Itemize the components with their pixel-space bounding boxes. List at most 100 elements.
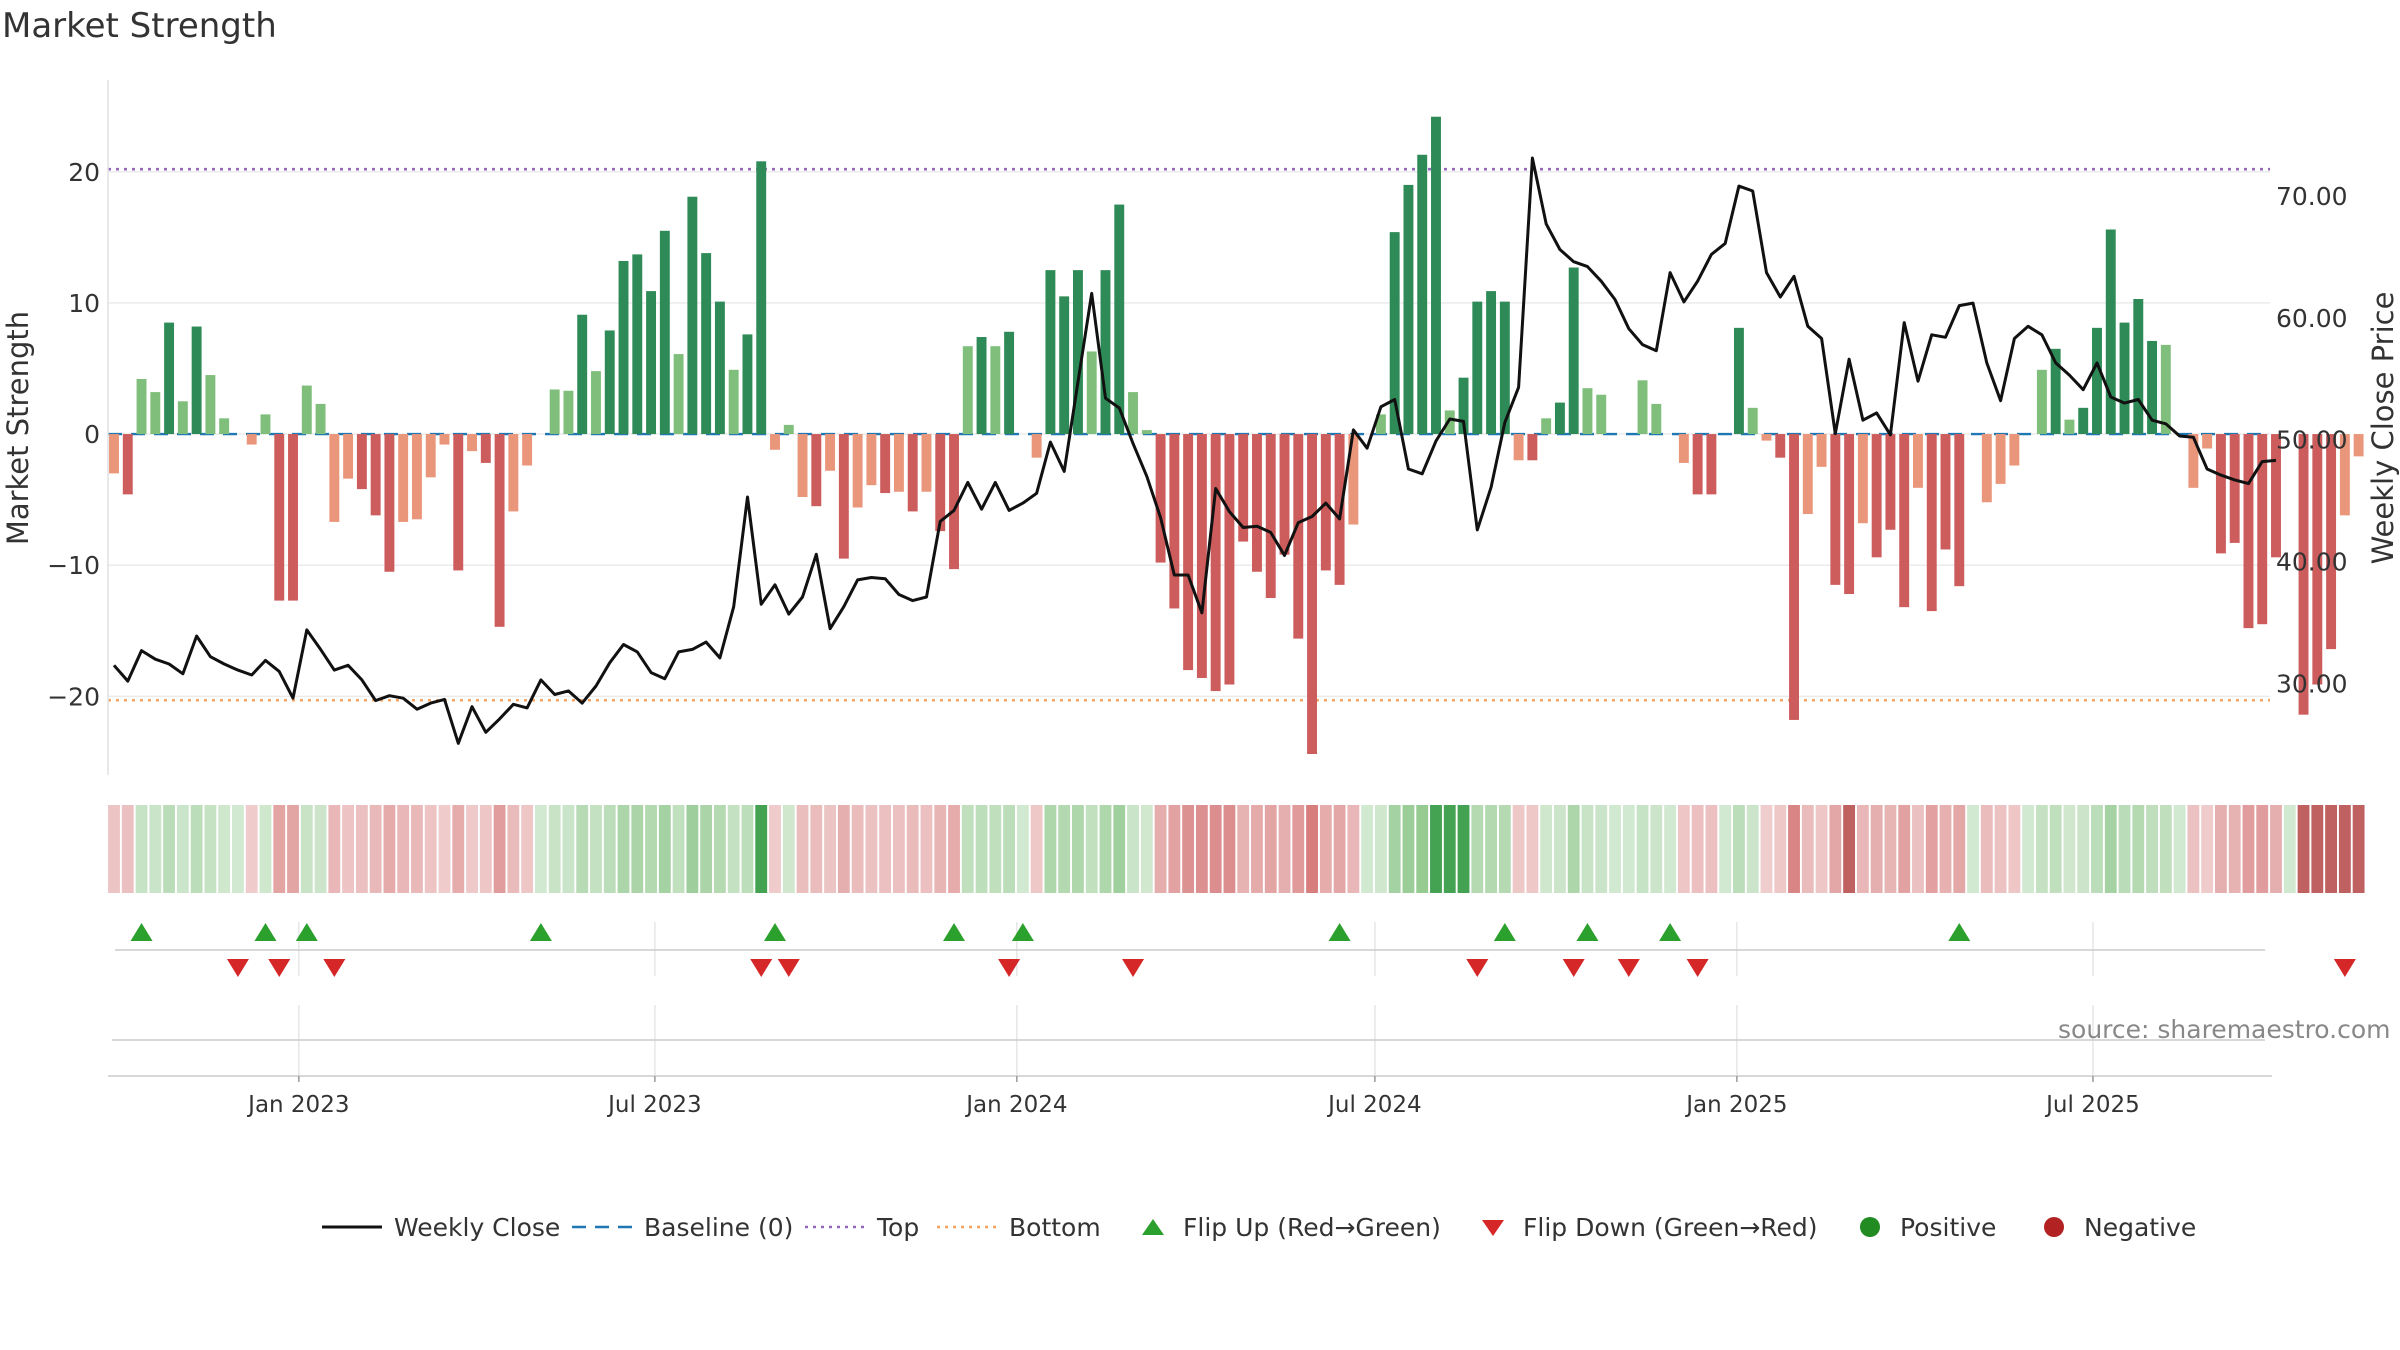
strength-bar xyxy=(1816,434,1827,467)
band-cell xyxy=(2338,805,2351,893)
band-cell xyxy=(769,805,781,893)
band-cell xyxy=(2104,805,2117,893)
strength-bars xyxy=(109,116,2364,755)
strength-bar xyxy=(2064,419,2075,435)
band-cell xyxy=(837,805,850,893)
flip-down-marker xyxy=(226,959,249,977)
strength-bar xyxy=(2215,434,2226,554)
band-cell xyxy=(713,805,726,893)
band-cell xyxy=(2118,805,2131,893)
legend-item-baseline: Baseline (0) xyxy=(572,1205,793,1249)
chart-title: Market Strength xyxy=(2,6,277,46)
flip-up-marker xyxy=(295,923,318,941)
band-cell xyxy=(796,805,809,893)
flip-up-marker xyxy=(1493,923,1516,941)
band-cell xyxy=(121,805,134,893)
band-cell xyxy=(204,805,217,893)
band-cell xyxy=(2049,805,2062,893)
band-cell xyxy=(1430,805,1442,893)
legend-item-top: Top xyxy=(805,1205,919,1249)
band-cell xyxy=(2008,805,2021,893)
strength-bar xyxy=(164,322,175,435)
strength-bar xyxy=(288,434,298,601)
strength-bar xyxy=(2326,434,2337,650)
band-cell xyxy=(1278,805,1291,893)
band-cell xyxy=(1760,805,1773,893)
strength-bar xyxy=(2202,434,2213,449)
strength-bar xyxy=(1389,232,1400,435)
band-cell xyxy=(645,805,657,893)
band-cell xyxy=(1140,805,1153,893)
band-cell xyxy=(1443,805,1456,893)
band-cell xyxy=(1416,805,1429,893)
strength-bar xyxy=(343,434,354,479)
band-cell xyxy=(2242,805,2255,893)
band-cell xyxy=(466,805,478,893)
band-cell xyxy=(1182,805,1195,893)
strength-bar xyxy=(1981,434,1992,503)
legend-label: Flip Up (Red→Green) xyxy=(1183,1212,1441,1242)
strength-bar xyxy=(1059,296,1070,435)
strength-bar xyxy=(1417,154,1428,435)
band-cell xyxy=(934,805,947,893)
y-tick-label: 10 xyxy=(68,289,100,318)
strength-bar xyxy=(1554,402,1565,435)
flip-down-marker xyxy=(323,959,346,977)
band-cell xyxy=(1746,805,1759,893)
strength-bar xyxy=(976,337,987,435)
legend-label: Baseline (0) xyxy=(644,1212,794,1242)
strength-bar xyxy=(453,434,464,571)
band-cell xyxy=(1898,805,1911,893)
y2-tick-label: 40.00 xyxy=(2276,548,2348,577)
band-cell xyxy=(948,805,960,893)
band-cell xyxy=(521,805,534,893)
strength-bar xyxy=(728,369,739,435)
strength-bar xyxy=(1183,434,1194,671)
band-cell xyxy=(2132,805,2145,893)
flip-up-marker xyxy=(763,923,786,941)
y2-tick-label: 30.00 xyxy=(2276,670,2348,699)
band-cell xyxy=(1333,805,1346,893)
strength-bar xyxy=(1128,392,1138,435)
legend-item-flip_up: Flip Up (Red→Green) xyxy=(1135,1205,1441,1249)
strength-bar xyxy=(1210,434,1221,692)
band-cell xyxy=(259,805,272,893)
strength-bar xyxy=(852,434,863,508)
strength-bar xyxy=(1761,434,1772,441)
strength-bar xyxy=(1885,434,1896,530)
strength-bar xyxy=(1086,351,1097,435)
strength-bar xyxy=(893,434,904,492)
strength-bar xyxy=(1472,301,1483,435)
band-cell xyxy=(562,805,575,893)
band-cell xyxy=(2352,805,2365,893)
flip-markers xyxy=(130,923,2356,977)
band-cell xyxy=(2063,805,2076,893)
strength-bar xyxy=(1733,327,1744,435)
flip-up-marker xyxy=(943,923,966,941)
band-cell xyxy=(824,805,836,893)
band-cell xyxy=(2270,805,2282,893)
strength-bar xyxy=(1045,270,1056,435)
strength-bar xyxy=(949,434,959,570)
y-tick-label: 0 xyxy=(84,420,100,449)
strength-bar xyxy=(687,196,698,435)
strength-bar xyxy=(577,314,588,435)
legend-item-bottom: Bottom xyxy=(937,1205,1101,1249)
band-cell xyxy=(1994,805,2007,893)
band-cell xyxy=(176,805,189,893)
strength-bar xyxy=(1348,434,1359,525)
band-cell xyxy=(1581,805,1594,893)
band-cell xyxy=(1622,805,1635,893)
band-cell xyxy=(1347,805,1360,893)
band-cell xyxy=(782,805,795,893)
strength-bar xyxy=(2119,322,2130,435)
flip-down-marker xyxy=(1686,959,1709,977)
strength-bar xyxy=(935,434,946,532)
strength-bar xyxy=(1279,434,1290,555)
y-tick-label: −10 xyxy=(47,551,100,580)
band-cell xyxy=(1374,805,1387,893)
band-cell xyxy=(906,805,919,893)
strength-bar xyxy=(2188,434,2199,488)
legend: Weekly Close Baseline (0) Top Bottom Flip Up… xyxy=(0,1205,2400,1249)
strength-bar xyxy=(1100,270,1111,435)
